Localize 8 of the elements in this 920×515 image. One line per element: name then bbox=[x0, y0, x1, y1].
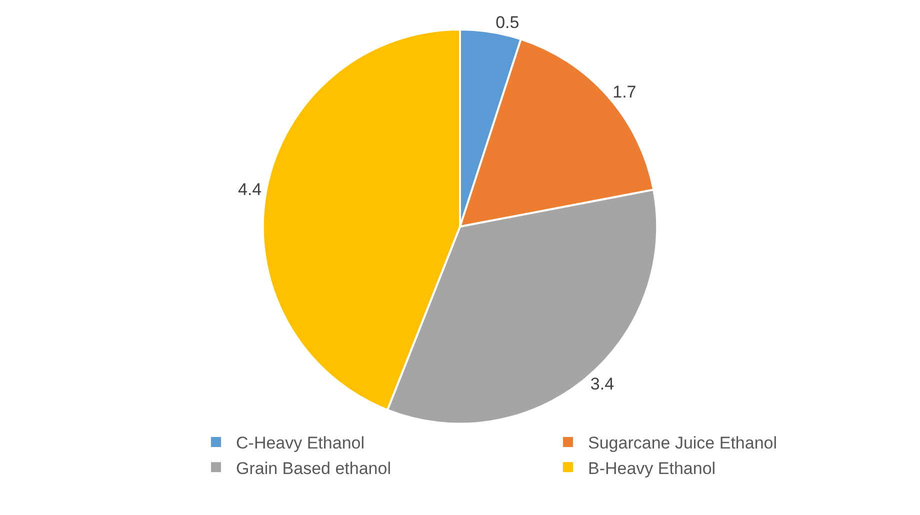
legend-label: Sugarcane Juice Ethanol bbox=[588, 434, 778, 453]
data-label: 3.4 bbox=[590, 374, 614, 394]
legend-label: Grain Based ethanol bbox=[236, 458, 391, 478]
data-label: 0.5 bbox=[496, 13, 520, 32]
legend-label: B-Heavy Ethanol bbox=[588, 458, 716, 478]
data-label: 4.4 bbox=[238, 180, 262, 199]
legend-label: C-Heavy Ethanol bbox=[236, 434, 365, 453]
data-label: 1.7 bbox=[612, 82, 636, 102]
